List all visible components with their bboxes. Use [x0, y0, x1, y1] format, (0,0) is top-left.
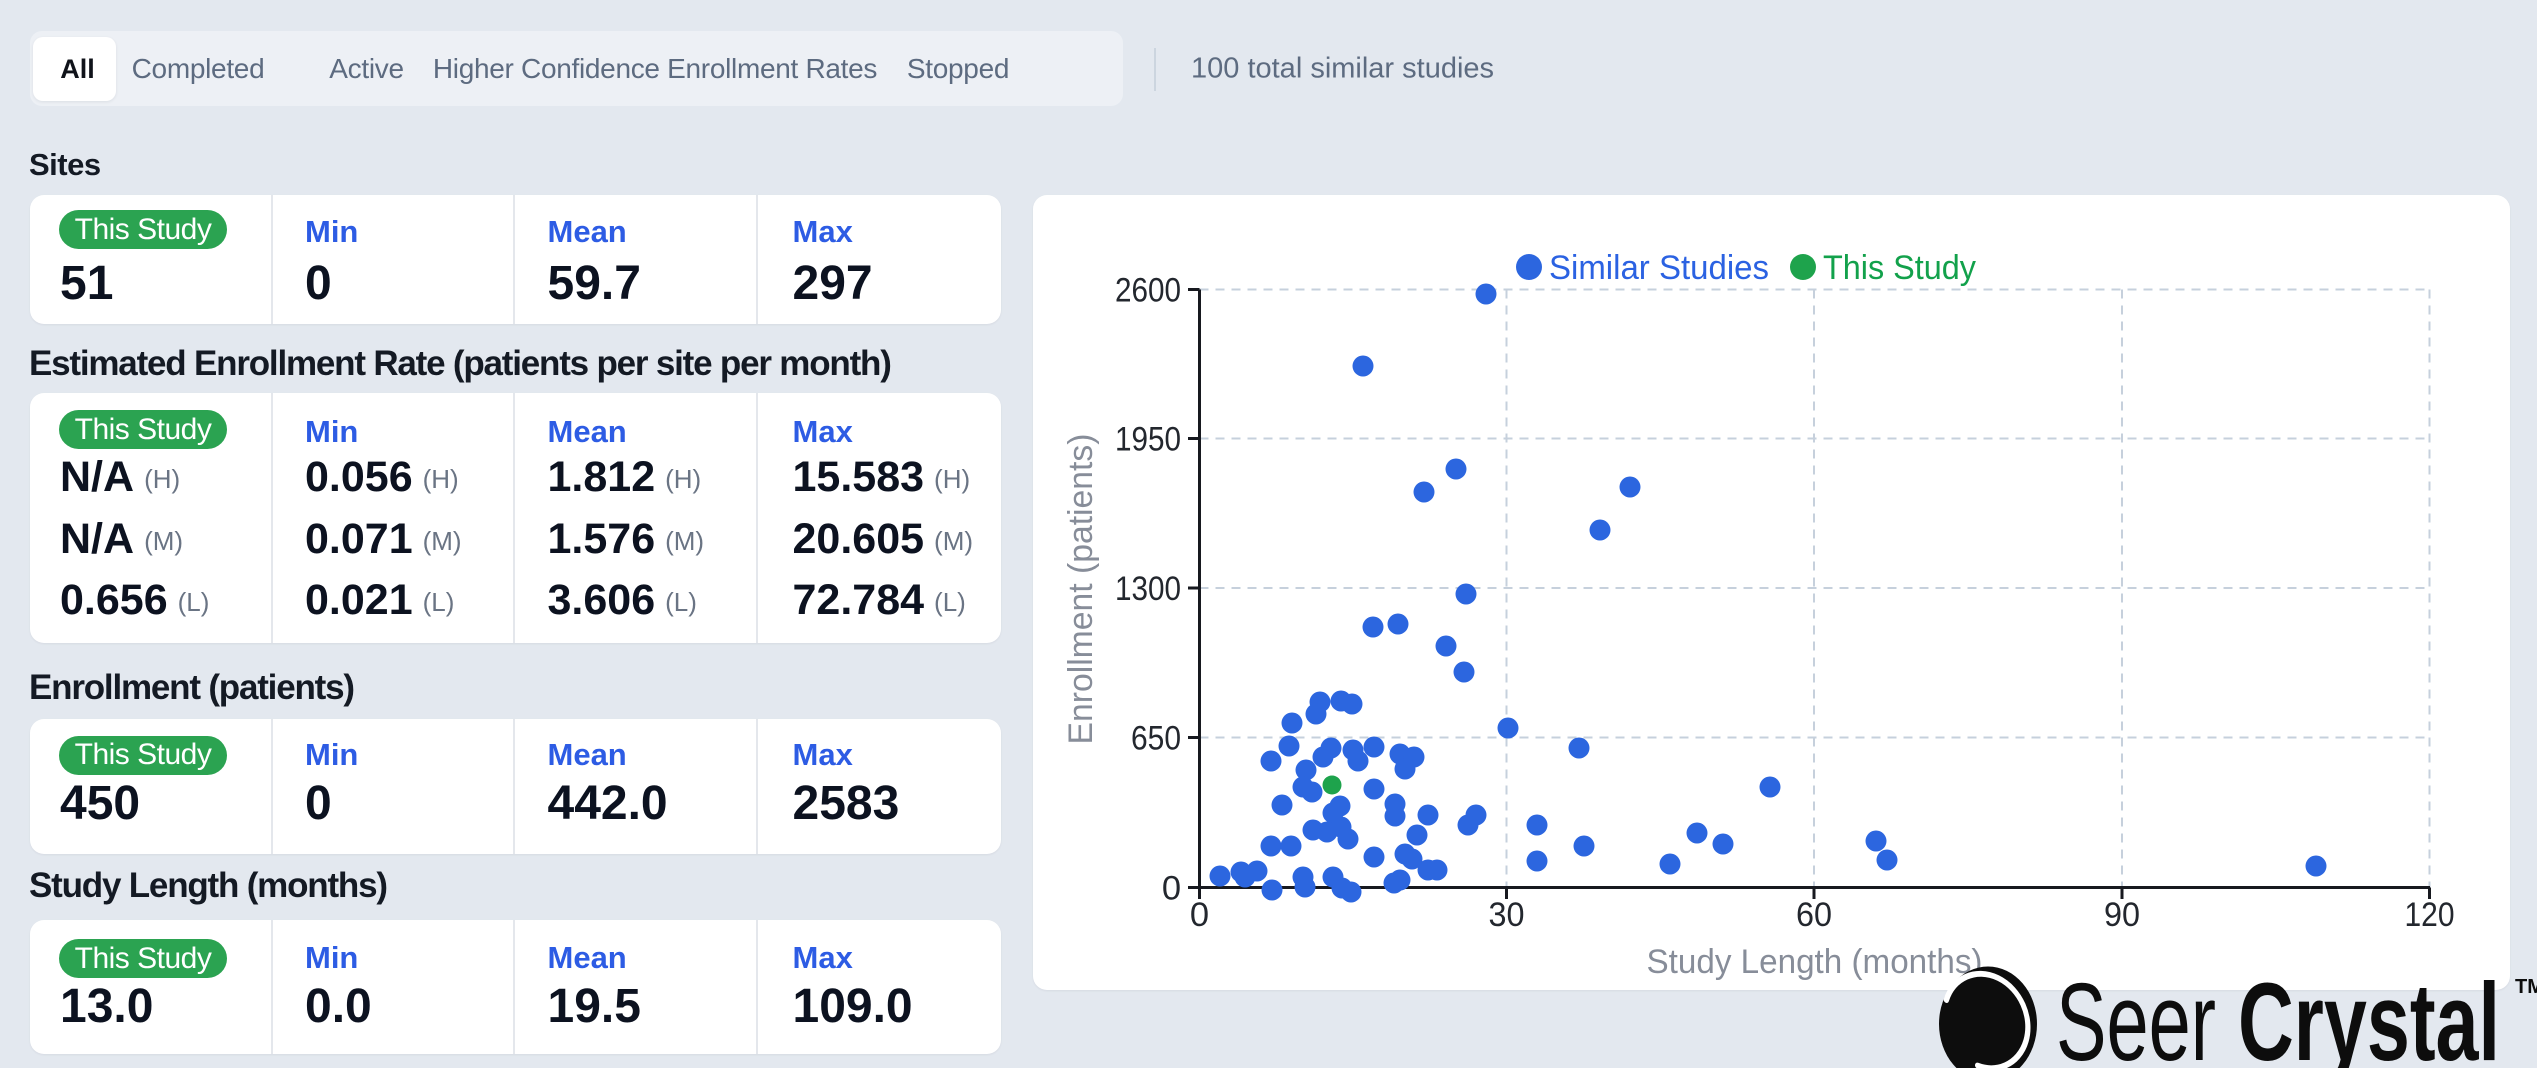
svg-text:60: 60 — [1796, 896, 1832, 934]
svg-text:This Study: This Study — [1823, 249, 1977, 287]
svg-text:Crystal: Crystal — [2238, 961, 2500, 1068]
svg-text:Enrollment (patients): Enrollment (patients) — [1062, 434, 1100, 745]
svg-text:1950: 1950 — [1115, 421, 1181, 459]
svg-text:2600: 2600 — [1115, 272, 1181, 310]
svg-text:TM: TM — [2515, 976, 2537, 998]
svg-text:0: 0 — [1190, 896, 1209, 934]
svg-text:30: 30 — [1489, 896, 1525, 934]
svg-text:Similar Studies: Similar Studies — [1549, 249, 1769, 287]
svg-text:90: 90 — [2104, 896, 2140, 934]
svg-text:650: 650 — [1131, 720, 1181, 758]
svg-text:Seer: Seer — [2056, 961, 2216, 1068]
svg-text:1300: 1300 — [1115, 570, 1181, 608]
svg-text:Study Length (months): Study Length (months) — [1647, 943, 1983, 981]
svg-text:0: 0 — [1162, 870, 1181, 908]
svg-text:120: 120 — [2405, 896, 2455, 934]
